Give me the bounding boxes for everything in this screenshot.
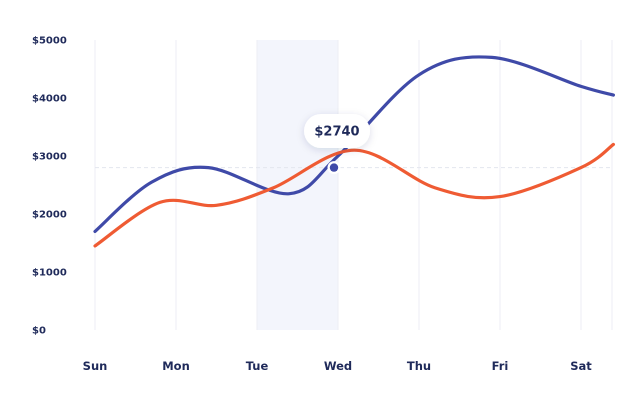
y-tick-label: $2000 — [32, 210, 67, 221]
y-tick-label: $4000 — [32, 94, 67, 105]
x-tick-label-tue: Tue — [246, 359, 269, 373]
x-tick-label-mon: Mon — [162, 359, 190, 373]
x-tick-label-fri: Fri — [492, 359, 509, 373]
highlight-band — [257, 40, 338, 330]
x-tick-label-thu: Thu — [407, 359, 431, 373]
y-tick-label: $3000 — [32, 152, 67, 163]
series-blue-line — [93, 55, 615, 233]
tooltip-value: $2740 — [314, 125, 359, 140]
tooltip-box — [304, 114, 370, 148]
highlight-marker — [329, 163, 339, 172]
y-tick-label: $1000 — [32, 268, 67, 279]
y-tick-label: $0 — [32, 326, 46, 337]
x-tick-label-sun: Sun — [83, 359, 108, 373]
x-tick-label-sat: Sat — [570, 359, 592, 373]
y-tick-label: $5000 — [32, 36, 67, 47]
series-orange-line — [93, 142, 615, 248]
x-tick-label-wed: Wed — [324, 359, 352, 373]
